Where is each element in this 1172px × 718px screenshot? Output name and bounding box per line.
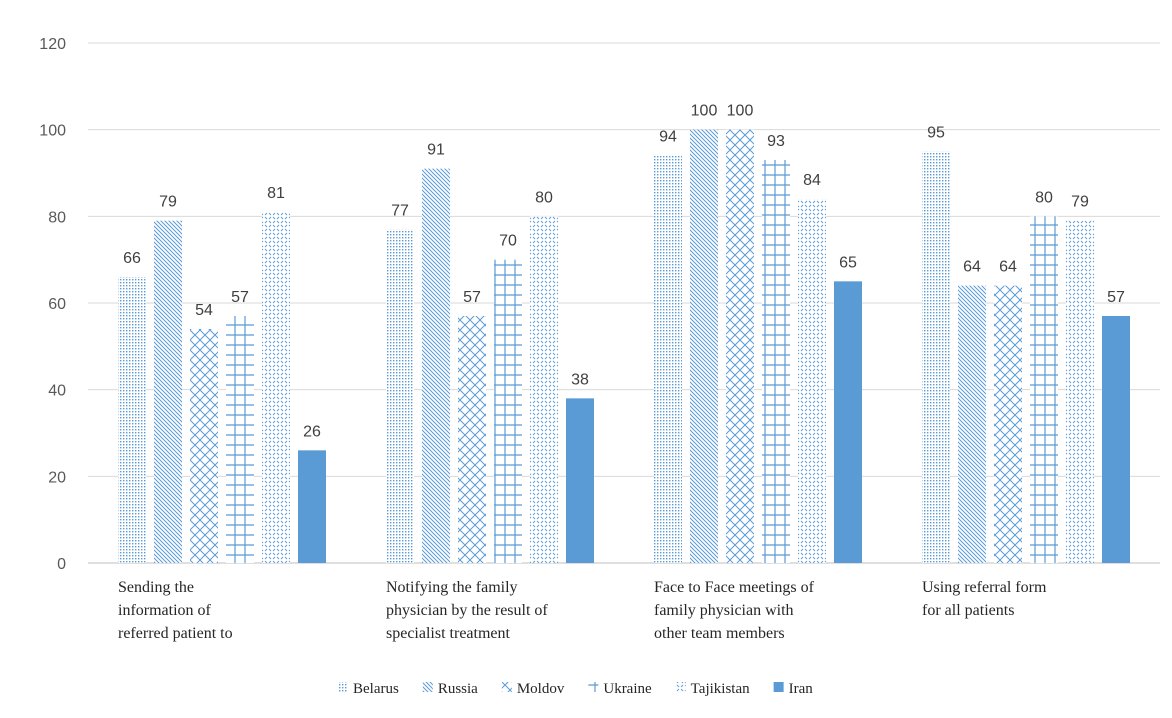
y-tick-label: 20 <box>48 469 66 486</box>
bar-moldov-1 <box>190 329 218 563</box>
data-label-ukraine-4: 80 <box>1035 189 1053 206</box>
legend-label-moldov: Moldov <box>517 681 565 697</box>
data-label-russia-2: 91 <box>427 142 445 159</box>
y-tick-label: 0 <box>57 556 66 573</box>
legend-label-russia: Russia <box>438 681 478 697</box>
bar-iran-2 <box>566 398 594 563</box>
bar-ukraine-4 <box>1030 216 1058 564</box>
bar-ukraine-2 <box>494 259 522 563</box>
y-tick-label: 40 <box>48 383 66 400</box>
bar-moldov-4 <box>994 285 1022 563</box>
legend: Belarus Russia Moldov Ukraine Tajikistan Iran <box>338 681 813 697</box>
legend-swatch-belarus <box>338 682 348 692</box>
data-label-russia-4: 64 <box>963 259 981 276</box>
data-label-belarus-1: 66 <box>123 250 141 267</box>
bar-tajikistan-2 <box>530 216 558 564</box>
bar-belarus-1 <box>118 277 146 563</box>
bar-belarus-4 <box>922 151 950 564</box>
data-label-ukraine-1: 57 <box>231 289 249 306</box>
data-label-belarus-3: 94 <box>659 129 677 146</box>
legend-label-iran: Iran <box>789 681 814 697</box>
legend-swatch-russia <box>422 682 433 692</box>
data-label-moldov-3: 100 <box>727 103 754 120</box>
data-label-russia-1: 79 <box>159 194 177 211</box>
bar-iran-4 <box>1102 316 1130 563</box>
bar-tajikistan-1 <box>262 212 290 563</box>
bar-tajikistan-4 <box>1066 220 1094 563</box>
y-tick-label: 120 <box>39 36 66 53</box>
category-label-4: Using referral form for all patients <box>922 579 1047 619</box>
data-label-iran-3: 65 <box>839 254 857 271</box>
data-label-russia-3: 100 <box>691 103 718 120</box>
bar-belarus-3 <box>654 155 682 563</box>
bar-moldov-2 <box>458 316 486 563</box>
bar-russia-3 <box>690 129 718 563</box>
category-label-3: Face to Face meetings of family physician… <box>654 579 815 642</box>
data-label-tajikistan-1: 81 <box>267 185 285 202</box>
data-label-iran-1: 26 <box>303 423 321 440</box>
legend-swatch-iran <box>773 682 784 692</box>
bar-belarus-2 <box>386 229 414 564</box>
legend-swatch-tajikistan <box>675 682 686 692</box>
data-label-moldov-4: 64 <box>999 259 1017 276</box>
legend-swatch-moldov <box>501 682 512 692</box>
bar-moldov-3 <box>726 129 754 563</box>
data-label-belarus-2: 77 <box>391 202 409 219</box>
legend-swatch-ukraine <box>588 682 599 692</box>
bar-russia-1 <box>154 220 182 563</box>
bar-ukraine-3 <box>762 160 790 563</box>
data-label-tajikistan-3: 84 <box>803 172 821 189</box>
category-labels: Sending the information of referred patien… <box>118 579 1047 642</box>
bar-ukraine-1 <box>226 316 254 563</box>
legend-label-belarus: Belarus <box>353 681 399 697</box>
data-label-belarus-4: 95 <box>927 124 945 141</box>
data-label-ukraine-3: 93 <box>767 133 785 150</box>
y-tick-label: 60 <box>48 296 66 313</box>
data-label-moldov-1: 54 <box>195 302 213 319</box>
bars <box>118 129 1130 564</box>
y-axis-ticks: 0 20 40 60 80 100 120 <box>39 36 66 573</box>
bar-iran-3 <box>834 281 862 563</box>
y-tick-label: 100 <box>39 123 66 140</box>
data-label-ukraine-2: 70 <box>499 233 517 250</box>
data-label-tajikistan-4: 79 <box>1071 194 1089 211</box>
legend-label-ukraine: Ukraine <box>603 681 652 697</box>
data-label-tajikistan-2: 80 <box>535 189 553 206</box>
data-labels: 66 77 94 95 79 91 100 64 54 57 100 64 57 70 93 80 81 80 84… <box>123 103 1125 441</box>
bar-tajikistan-3 <box>798 199 826 563</box>
category-label-2: Notifying the family physician by the res… <box>386 579 548 642</box>
bar-russia-2 <box>422 168 450 563</box>
bar-iran-1 <box>298 450 326 563</box>
y-tick-label: 80 <box>48 209 66 226</box>
data-label-moldov-2: 57 <box>463 289 481 306</box>
category-label-1: Sending the information of referred patien… <box>118 579 233 642</box>
bar-russia-4 <box>958 285 986 563</box>
data-label-iran-2: 38 <box>571 371 589 388</box>
data-label-iran-4: 57 <box>1107 289 1125 306</box>
legend-label-tajikistan: Tajikistan <box>691 681 750 697</box>
